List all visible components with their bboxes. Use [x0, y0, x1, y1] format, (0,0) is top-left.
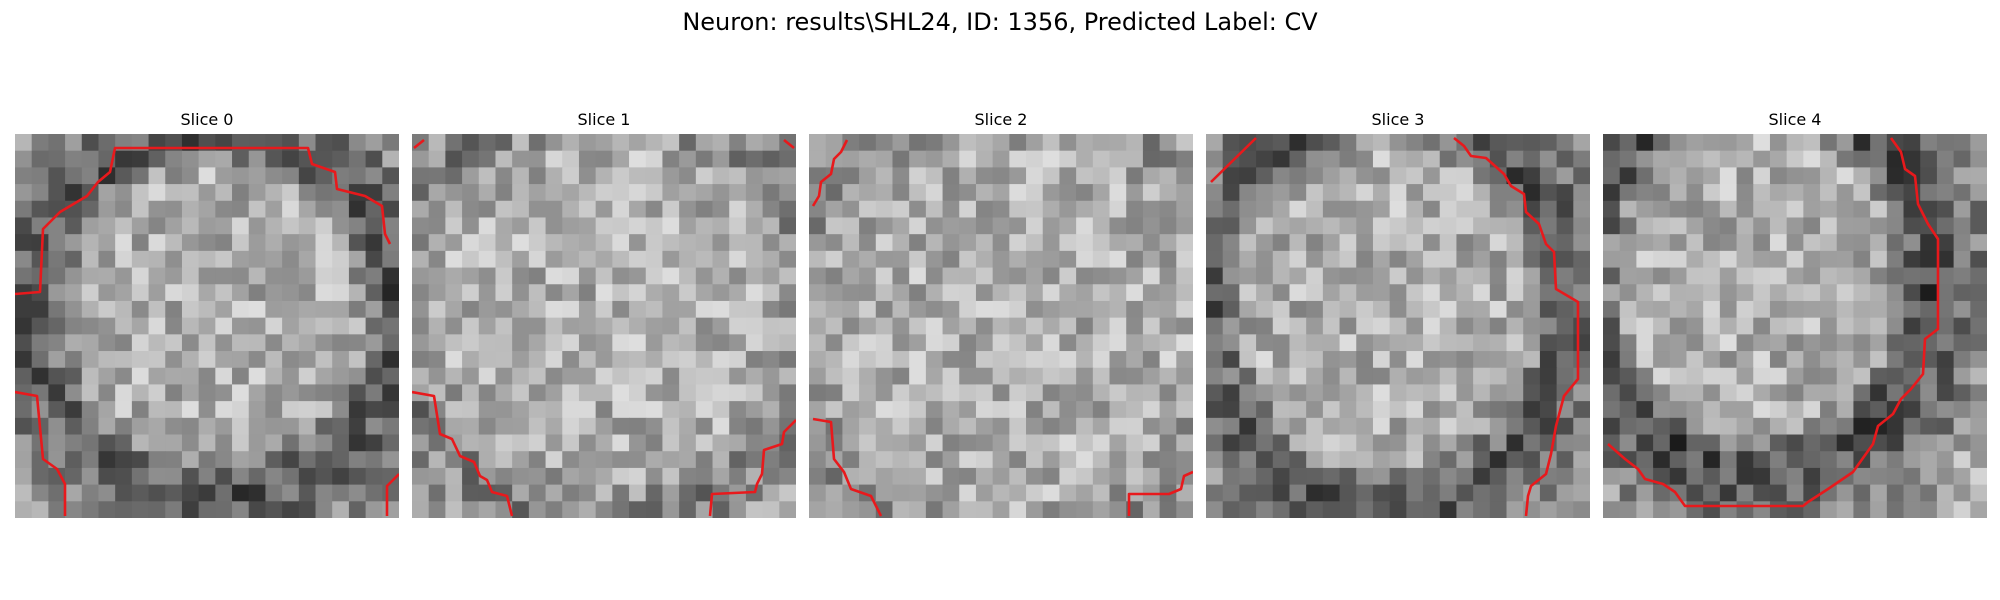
contour-line [1127, 470, 1193, 516]
contour-lines-4 [1607, 137, 1940, 508]
slice-title-0: Slice 0 [180, 110, 234, 129]
slice-title-4: Slice 4 [1768, 110, 1822, 129]
contour-line [15, 146, 392, 296]
slice-image-4 [1603, 134, 1987, 518]
slice-image-1 [412, 134, 796, 518]
slice-title-3: Slice 3 [1371, 110, 1425, 129]
contour-line [1210, 137, 1257, 183]
pixel-grid-3 [1206, 134, 1590, 518]
contour-line [812, 417, 883, 517]
contour-lines-0 [15, 146, 399, 516]
contour-line [413, 138, 425, 150]
contour-line [412, 390, 514, 517]
contour-line [783, 138, 795, 150]
slice-panel-2: Slice 2 [809, 108, 1193, 520]
contour-line [811, 139, 849, 207]
contour-lines-1 [412, 138, 796, 517]
contour-lines-3 [1210, 136, 1580, 517]
contour-line [15, 390, 67, 516]
slice-image-0 [15, 134, 399, 518]
slice-panel-3: Slice 3 [1206, 108, 1590, 520]
slice-panel-1: Slice 1 [412, 108, 796, 520]
contour-line [385, 473, 399, 516]
contour-lines-2 [811, 139, 1193, 517]
contour-line [708, 419, 796, 517]
slice-image-3 [1206, 134, 1590, 518]
slice-panel-0: Slice 0 [15, 108, 399, 520]
slice-panel-4: Slice 4 [1603, 108, 1987, 520]
contour-line [1607, 137, 1940, 508]
pixel-grid-4 [1603, 134, 1987, 518]
slice-title-2: Slice 2 [974, 110, 1028, 129]
pixel-grid-0 [15, 134, 399, 518]
pixel-grid-1 [412, 134, 796, 518]
pixel-grid-2 [809, 134, 1193, 518]
figure-title: Neuron: results\SHL24, ID: 1356, Predict… [682, 8, 1318, 36]
contour-line [1453, 136, 1580, 517]
slice-image-2 [809, 134, 1193, 518]
slice-title-1: Slice 1 [577, 110, 631, 129]
